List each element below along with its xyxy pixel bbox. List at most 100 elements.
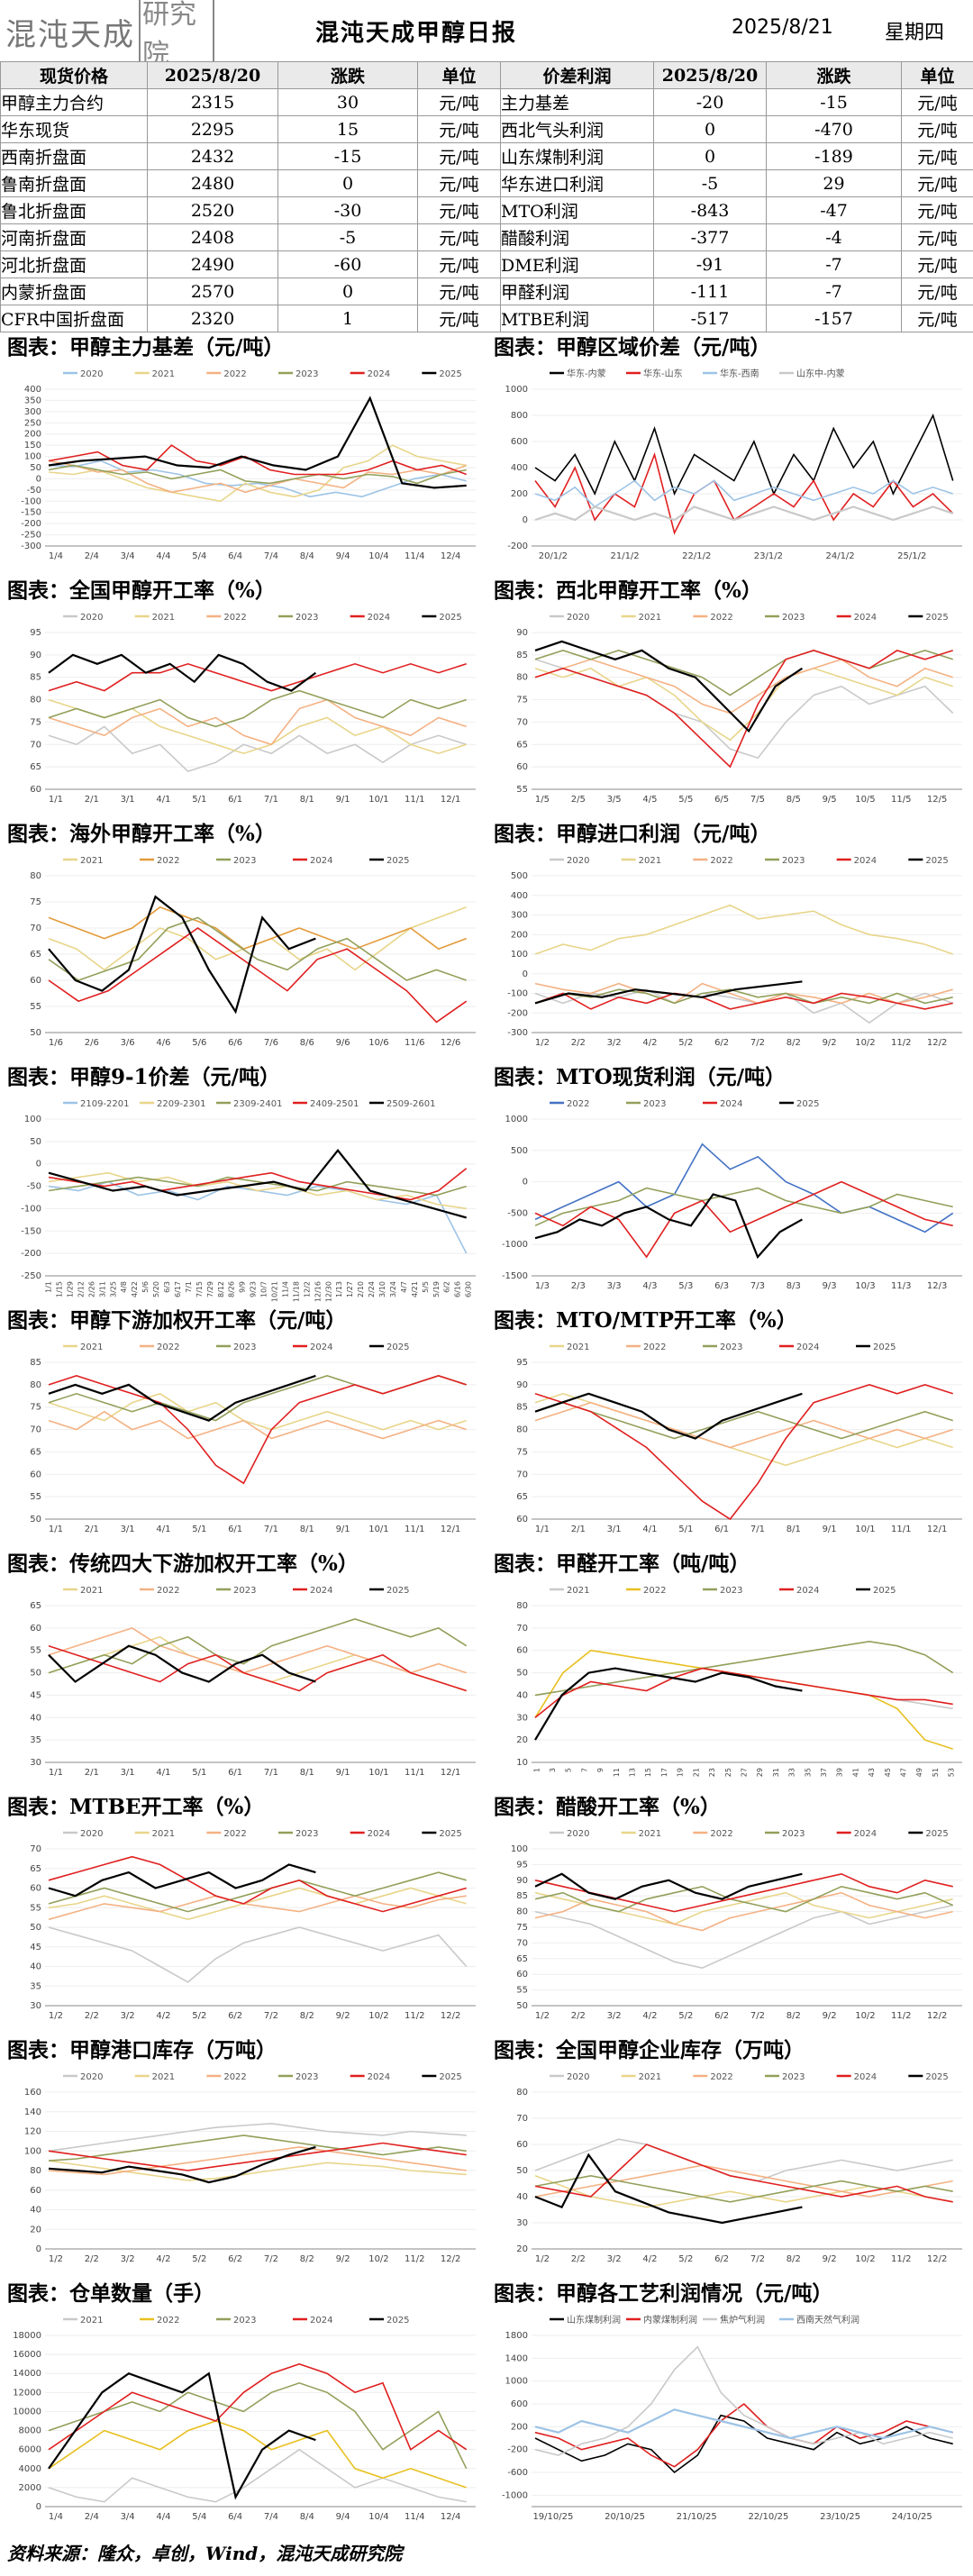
x-tick-label: 22/1/2 bbox=[682, 551, 711, 561]
x-tick-label: 7/6 bbox=[264, 1038, 278, 1048]
y-tick-label: -200 bbox=[21, 1249, 41, 1259]
x-tick-label: 3/11 bbox=[98, 1281, 106, 1297]
table-cell: 元/吨 bbox=[417, 88, 501, 116]
y-tick-label: 6000 bbox=[19, 2445, 41, 2455]
y-tick-label: 70 bbox=[516, 2114, 528, 2124]
chart-panel: 图表：西北甲醇开工率（%） 2020 2021 2022 2023 2024 2025 90 8… bbox=[486, 577, 973, 816]
table-cell: 29 bbox=[766, 169, 902, 197]
table-cell: 河南折盘面 bbox=[0, 223, 148, 251]
series-line bbox=[534, 1872, 803, 1900]
y-tick-label: -200 bbox=[507, 2445, 528, 2455]
legend-label: 2023 bbox=[782, 613, 805, 623]
x-tick-label: 8/4 bbox=[300, 2512, 314, 2522]
table-row: 鲁北折盘面 2520 -30 元/吨 MTO利润 -843 -47 元/吨 bbox=[0, 196, 973, 224]
table-cell: 0 bbox=[277, 169, 418, 197]
x-tick-label: 5/1 bbox=[192, 795, 206, 805]
price-table: 现货价格 2025/8/20 涨跌 单位 价差利润 2025/8/20 涨跌 单位 甲醇主力合… bbox=[0, 61, 973, 332]
x-tick-label: 9/5 bbox=[823, 795, 837, 805]
series-line bbox=[48, 396, 467, 489]
x-tick-label: 1/4 bbox=[49, 551, 63, 561]
table-cell: MTO利润 bbox=[500, 196, 654, 224]
legend-label: 2024 bbox=[368, 613, 390, 623]
x-tick-label: 7/2 bbox=[264, 2011, 278, 2021]
line-chart: 2020 2021 2022 2023 2024 2025 160 140 120 100 80 60… bbox=[24, 2072, 476, 2264]
x-tick-label: 11/18 bbox=[292, 1281, 300, 1302]
legend-label: 2024 bbox=[368, 1829, 390, 1839]
legend-label: 2020 bbox=[80, 2072, 103, 2082]
table-cell: 元/吨 bbox=[901, 223, 973, 251]
y-tick-label: 60 bbox=[516, 1970, 528, 1980]
x-tick-label: 2/1 bbox=[85, 795, 99, 805]
series-line bbox=[48, 653, 317, 692]
x-tick-label: 4/6 bbox=[156, 1038, 170, 1048]
x-tick-label: 6/2 bbox=[714, 2254, 729, 2264]
table-cell: MTBE利润 bbox=[500, 305, 654, 332]
table-cell: 元/吨 bbox=[417, 305, 501, 332]
table-cell: 元/吨 bbox=[901, 142, 973, 170]
x-tick-label: 5/5 bbox=[678, 795, 693, 805]
x-tick-label: 20/1/2 bbox=[539, 551, 568, 561]
legend-label: 2020 bbox=[80, 613, 103, 623]
x-tick-label: 6/30 bbox=[465, 1281, 473, 1297]
x-tick-label: 23 bbox=[708, 1768, 716, 1777]
legend-label: 2024 bbox=[854, 2072, 877, 2082]
y-tick-label: 50 bbox=[30, 1669, 41, 1679]
x-tick-label: 2/24 bbox=[368, 1281, 376, 1297]
x-tick-label: 1/2 bbox=[535, 1038, 550, 1048]
column-header: 2025/8/20 bbox=[653, 61, 767, 89]
series-line bbox=[534, 2138, 953, 2182]
x-tick-label: 8/2 bbox=[787, 2254, 801, 2264]
y-tick-label: 50 bbox=[30, 1923, 41, 1933]
x-tick-label: 11/2 bbox=[891, 1038, 911, 1048]
x-tick-label: 8/3 bbox=[787, 1281, 801, 1291]
x-tick-label: 4/1 bbox=[156, 795, 170, 805]
legend-label: 2024 bbox=[796, 1343, 819, 1352]
x-tick-label: 7/4 bbox=[264, 2512, 278, 2522]
chart-panel: 图表：海外甲醇开工率（%） 2021 2022 2023 2024 2025 80 75 70 6… bbox=[0, 820, 486, 1060]
chart-panel: 图表：仓单数量（手） 2021 2022 2023 2024 2025 18000 16000… bbox=[0, 2280, 486, 2534]
series-line bbox=[534, 413, 954, 496]
table-cell: 元/吨 bbox=[417, 223, 501, 251]
legend-label: 2024 bbox=[310, 1586, 332, 1596]
x-tick-label: 9/4 bbox=[336, 2512, 350, 2522]
x-tick-label: 2/6 bbox=[85, 1038, 99, 1048]
x-tick-label: 7/4 bbox=[264, 551, 278, 561]
x-tick-label: 8/12 bbox=[217, 1281, 225, 1297]
x-tick-label: 24/1/2 bbox=[825, 551, 854, 561]
x-tick-label: 2/3 bbox=[571, 1281, 586, 1291]
y-tick-label: 500 bbox=[511, 1146, 528, 1156]
legend-label: 2021 bbox=[152, 613, 175, 623]
x-tick-label: 11 bbox=[613, 1768, 621, 1777]
legend-label: 2023 bbox=[782, 1829, 805, 1839]
legend-label: 2025 bbox=[873, 1343, 896, 1352]
table-cell: 元/吨 bbox=[901, 115, 973, 143]
x-tick-label: 12/1 bbox=[441, 1768, 460, 1778]
table-cell: 元/吨 bbox=[901, 278, 973, 305]
legend-label: 2022 bbox=[157, 856, 179, 866]
x-tick-label: 1/27 bbox=[346, 1281, 354, 1297]
legend-label: 2309-2401 bbox=[233, 1099, 283, 1109]
x-tick-label: 6/1 bbox=[228, 1525, 242, 1534]
y-tick-label: 250 bbox=[24, 418, 41, 428]
line-chart: 2021 2022 2023 2024 2025 18000 16000 14000 12000… bbox=[13, 2316, 476, 2522]
series-line bbox=[48, 698, 467, 746]
x-tick-label: 12/2 bbox=[927, 1038, 947, 1048]
x-tick-label: 7/15 bbox=[196, 1281, 204, 1297]
y-tick-label: 60 bbox=[30, 1624, 41, 1634]
legend-label: 2022 bbox=[710, 856, 732, 866]
y-tick-label: -100 bbox=[21, 1204, 41, 1214]
series-line bbox=[48, 1149, 467, 1219]
x-tick-label: 9 bbox=[596, 1768, 605, 1772]
table-row: 鲁南折盘面 2480 0 元/吨 华东进口利润 -5 29 元/吨 bbox=[0, 169, 973, 197]
series-line bbox=[534, 451, 954, 535]
x-tick-label: 8/6 bbox=[300, 1038, 314, 1048]
series-line bbox=[48, 460, 467, 494]
legend-label: 2021 bbox=[639, 1829, 661, 1839]
series-line bbox=[534, 2408, 953, 2440]
x-tick-label: 4/2 bbox=[642, 2254, 657, 2264]
legend-label: 2021 bbox=[152, 369, 175, 379]
chart-panel: 图表：甲醇下游加权开工率（元/吨） 2021 2022 2023 2024 2025 85 8… bbox=[0, 1306, 486, 1546]
series-line bbox=[48, 1871, 467, 1913]
legend-label: 华东-西南 bbox=[720, 368, 759, 379]
table-cell: -5 bbox=[277, 223, 418, 251]
